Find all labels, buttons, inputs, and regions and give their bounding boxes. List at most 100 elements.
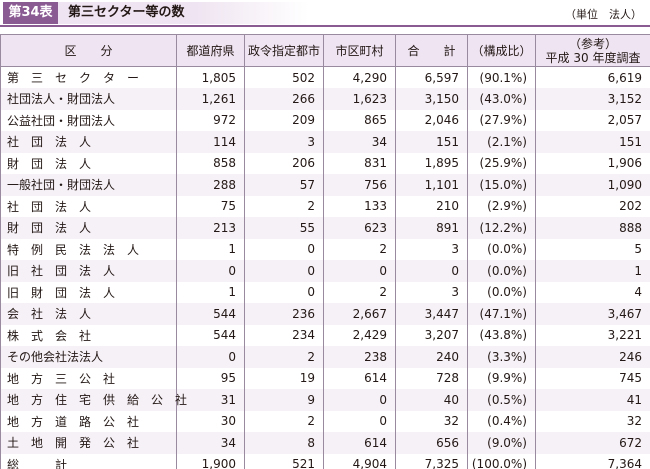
cell-municipality: 2 — [323, 281, 396, 303]
column-header-designated-city: 政令指定都市 — [244, 34, 324, 67]
cell-total: 2,046 — [395, 109, 468, 131]
cell-municipality: 0 — [323, 410, 396, 432]
row-label: 地 方 道 路 公 社 — [7, 414, 140, 429]
cell-municipality: 756 — [323, 174, 396, 196]
cell-designated-city: 19 — [244, 367, 324, 389]
table-title: 第三セクター等の数 — [68, 5, 185, 20]
cell-prefecture: 213 — [176, 217, 245, 239]
cell-designated-city: 234 — [244, 324, 324, 346]
cell-prefecture: 1,805 — [176, 66, 245, 88]
cell-reference: 41 — [535, 389, 650, 411]
cell-total: 656 — [395, 432, 468, 454]
cell-prefecture: 972 — [176, 109, 245, 131]
cell-prefecture: 31 — [176, 389, 245, 411]
cell-total: 40 — [395, 389, 468, 411]
cell-total: 32 — [395, 410, 468, 432]
cell-municipality: 0 — [323, 260, 396, 282]
cell-total: 728 — [395, 367, 468, 389]
row-label-cell: 第 三 セ ク タ ー — [0, 66, 177, 88]
cell-designated-city: 0 — [244, 281, 324, 303]
table-row: 社 団 法 人 75 2 133 210 (2.9%) 202 — [0, 195, 650, 217]
table-row: 財 団 法 人 858 206 831 1,895 (25.9%) 1,906 — [0, 152, 650, 174]
cell-ratio: (0.0%) — [467, 281, 536, 303]
cell-municipality: 34 — [323, 131, 396, 153]
row-label: 土 地 開 発 公 社 — [7, 436, 140, 451]
row-label-cell: 旧 財 団 法 人 — [0, 281, 177, 303]
row-label: 公益社団・財団法人 — [7, 113, 116, 128]
cell-designated-city: 8 — [244, 432, 324, 454]
cell-reference: 202 — [535, 195, 650, 217]
table-row: 総 計 1,900 521 4,904 7,325 (100.0%) 7,364 — [0, 453, 650, 469]
cell-prefecture: 1 — [176, 281, 245, 303]
title-background — [58, 2, 308, 24]
cell-ratio: (27.9%) — [467, 109, 536, 131]
row-label-cell: 財 団 法 人 — [0, 217, 177, 239]
cell-total: 3,150 — [395, 88, 468, 110]
cell-prefecture: 0 — [176, 260, 245, 282]
row-label: 旧 財 団 法 人 — [7, 285, 116, 300]
cell-designated-city: 266 — [244, 88, 324, 110]
cell-total: 7,325 — [395, 453, 468, 469]
cell-municipality: 0 — [323, 389, 396, 411]
cell-total: 240 — [395, 346, 468, 368]
row-label: 特 例 民 法 法 人 — [7, 242, 140, 257]
cell-reference: 4 — [535, 281, 650, 303]
table-row: 一般社団・財団法人 288 57 756 1,101 (15.0%) 1,090 — [0, 174, 650, 196]
row-label-cell: 一般社団・財団法人 — [0, 174, 177, 196]
cell-designated-city: 502 — [244, 66, 324, 88]
cell-total: 210 — [395, 195, 468, 217]
cell-ratio: (47.1%) — [467, 303, 536, 325]
cell-ratio: (0.0%) — [467, 260, 536, 282]
column-header-ratio: （構成比） — [467, 34, 536, 67]
column-header-category: 区 分 — [0, 34, 177, 67]
cell-prefecture: 95 — [176, 367, 245, 389]
cell-total: 0 — [395, 260, 468, 282]
cell-municipality: 614 — [323, 432, 396, 454]
row-label: 株 式 会 社 — [7, 328, 92, 343]
row-label-cell: 旧 社 団 法 人 — [0, 260, 177, 282]
cell-reference: 1,906 — [535, 152, 650, 174]
cell-designated-city: 521 — [244, 453, 324, 469]
cell-ratio: (15.0%) — [467, 174, 536, 196]
cell-ratio: (0.0%) — [467, 238, 536, 260]
cell-prefecture: 288 — [176, 174, 245, 196]
column-header-municipality: 市区町村 — [323, 34, 396, 67]
table-row: その他会社法法人 0 2 238 240 (3.3%) 246 — [0, 346, 650, 368]
table-row: 旧 財 団 法 人 1 0 2 3 (0.0%) 4 — [0, 281, 650, 303]
cell-reference: 3,221 — [535, 324, 650, 346]
cell-reference: 672 — [535, 432, 650, 454]
column-header-row: 区 分 都道府県 政令指定都市 市区町村 合 計 （構成比） （参考） 平成 3… — [0, 34, 650, 67]
table-body: 第 三 セ ク タ ー 1,805 502 4,290 6,597 (90.1%) 6,61… — [0, 66, 650, 469]
reference-top-label: （参考） — [568, 36, 617, 51]
table-row: 公益社団・財団法人 972 209 865 2,046 (27.9%) 2,057 — [0, 109, 650, 131]
cell-reference: 1,090 — [535, 174, 650, 196]
cell-ratio: (0.5%) — [467, 389, 536, 411]
cell-designated-city: 57 — [244, 174, 324, 196]
row-label: 社 団 法 人 — [7, 199, 92, 214]
cell-prefecture: 1,900 — [176, 453, 245, 469]
cell-total: 3 — [395, 281, 468, 303]
row-label: 会 社 法 人 — [7, 307, 92, 322]
cell-ratio: (12.2%) — [467, 217, 536, 239]
cell-designated-city: 55 — [244, 217, 324, 239]
cell-ratio: (25.9%) — [467, 152, 536, 174]
reference-bottom-label: 平成 30 年度調査 — [545, 50, 641, 65]
row-label: 社 団 法 人 — [7, 135, 92, 150]
cell-ratio: (43.0%) — [467, 88, 536, 110]
cell-designated-city: 9 — [244, 389, 324, 411]
table-row: 社団法人・財団法人 1,261 266 1,623 3,150 (43.0%) 3,152 — [0, 88, 650, 110]
header-rule — [0, 25, 650, 27]
cell-designated-city: 3 — [244, 131, 324, 153]
cell-prefecture: 544 — [176, 324, 245, 346]
cell-municipality: 831 — [323, 152, 396, 174]
cell-municipality: 614 — [323, 367, 396, 389]
cell-ratio: (2.9%) — [467, 195, 536, 217]
cell-ratio: (9.0%) — [467, 432, 536, 454]
row-label-cell: 総 計 — [0, 453, 177, 469]
row-label-cell: 特 例 民 法 法 人 — [0, 238, 177, 260]
cell-designated-city: 206 — [244, 152, 324, 174]
cell-ratio: (9.9%) — [467, 367, 536, 389]
cell-designated-city: 2 — [244, 410, 324, 432]
column-header-prefecture: 都道府県 — [176, 34, 245, 67]
row-label: 地 方 住 宅 供 給 公 社 — [7, 393, 188, 408]
